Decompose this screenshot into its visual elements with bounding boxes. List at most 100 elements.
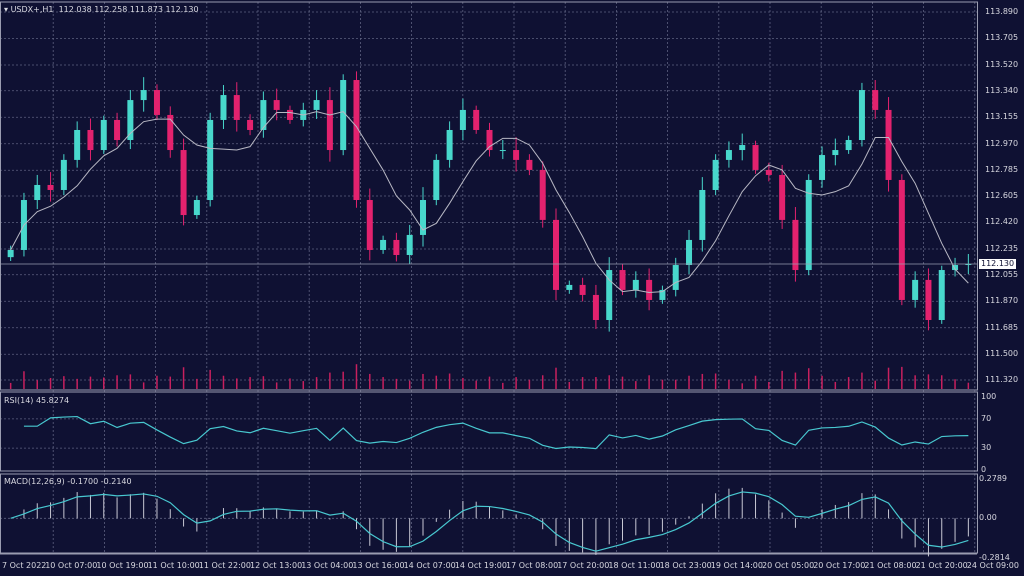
price-tick-label: 112.605: [985, 191, 1019, 200]
candle-bull: [832, 150, 839, 156]
x-tick-label: 21 Oct 08:00: [864, 561, 917, 570]
price-tick-label: 112.055: [985, 269, 1019, 279]
x-tick-label: 12 Oct 13:00: [250, 561, 303, 570]
moving-average-line: [10, 111, 969, 293]
candle-bear: [153, 90, 160, 115]
macd-tick-label: 0.2789: [979, 474, 1007, 483]
candle-bear: [247, 119, 254, 130]
candle-bear: [180, 150, 187, 216]
rsi-tick-label: 100: [981, 392, 997, 401]
candle-bull: [499, 150, 506, 152]
candle-bull: [686, 239, 693, 266]
candle-bear: [473, 109, 480, 130]
x-tick-label: 20 Oct 05:00: [762, 561, 815, 570]
x-tick-label: 17 Oct 20:00: [557, 561, 610, 570]
candle-bull: [60, 159, 67, 190]
candle-bull: [100, 119, 107, 151]
x-tick-label: 10 Oct 07:00: [45, 561, 98, 570]
candle-bull: [912, 279, 919, 300]
candle-bear: [326, 100, 333, 151]
candle-bear: [779, 174, 786, 220]
candle-bull: [712, 159, 719, 190]
candle-bull: [725, 150, 732, 160]
candle-bear: [353, 80, 360, 201]
x-tick-label: 7 Oct 2022: [2, 561, 47, 570]
symbol-label: USDX+,H1: [10, 5, 54, 14]
x-tick-label: 13 Oct 16:00: [352, 561, 405, 570]
candle-bear: [898, 179, 905, 300]
x-tick-label: 13 Oct 04:00: [301, 561, 354, 570]
candle-bull: [858, 90, 865, 141]
symbol-header: ▾ USDX+,H1 112.038 112.258 111.873 112.1…: [4, 5, 199, 14]
candle-bear: [167, 114, 174, 151]
candle-bear: [87, 129, 94, 151]
rsi-tick-label: 70: [981, 413, 992, 423]
candle-bull: [845, 140, 852, 151]
x-tick-label: 10 Oct 19:00: [96, 561, 149, 570]
candle-bear: [792, 219, 799, 271]
candle-bull: [659, 289, 666, 300]
candle-bull: [632, 279, 639, 290]
price-tick-label: 113.155: [985, 112, 1019, 122]
candle-bear: [286, 109, 293, 120]
candle-bull: [459, 109, 466, 130]
candle-bull: [566, 284, 573, 290]
ohlc-readout: 112.038 112.258 111.873 112.130: [58, 5, 199, 14]
candle-bear: [592, 294, 599, 321]
rsi-tick-label: 0: [981, 465, 987, 474]
candle-bear: [872, 90, 879, 110]
candle-bull: [220, 95, 227, 120]
candle-bear: [646, 279, 653, 300]
current-price-tag: 112.130: [979, 259, 1017, 269]
candle-bull: [406, 234, 413, 255]
x-tick-label: 20 Oct 17:00: [813, 561, 866, 570]
candle-bull: [260, 100, 267, 130]
candle-bear: [539, 169, 546, 220]
candle-bull: [699, 189, 706, 240]
candle-bull: [140, 90, 147, 101]
price-tick-label: 113.340: [985, 85, 1019, 95]
candle-bull: [380, 239, 387, 250]
price-tick-label: 112.420: [985, 217, 1019, 227]
price-tick-label: 111.685: [985, 322, 1019, 332]
panel-frame-rsi: [0, 391, 978, 472]
candle-bull: [419, 200, 426, 235]
dropdown-triangle-icon[interactable]: ▾: [4, 5, 9, 14]
candle-bear: [925, 279, 932, 321]
x-tick-label: 14 Oct 19:00: [454, 561, 507, 570]
candle-bear: [752, 145, 759, 170]
candle-bear: [526, 159, 533, 170]
x-tick-label: 14 Oct 07:00: [403, 561, 456, 570]
candle-bull: [127, 100, 134, 141]
candle-bull: [819, 155, 826, 180]
macd-signal-line: [10, 491, 969, 552]
candle-bull: [340, 80, 347, 151]
macd-tick-label: -0.2814: [979, 553, 1010, 562]
candle-bull: [193, 200, 200, 216]
macd-title: MACD(12,26,9) -0.1700 -0.2140: [4, 477, 132, 486]
candle-bear: [47, 184, 54, 190]
price-tick-label: 112.785: [985, 165, 1019, 175]
rsi-title: RSI(14) 45.8274: [4, 396, 70, 405]
candle-bull: [446, 129, 453, 160]
candle-bull: [207, 119, 214, 201]
candle-bull: [7, 249, 14, 258]
price-tick-label: 111.320: [985, 375, 1019, 384]
x-tick-label: 21 Oct 20:00: [915, 561, 968, 570]
panel-frame-macd: [0, 473, 978, 554]
candle-bull: [952, 265, 959, 271]
candle-bear: [486, 129, 493, 151]
x-tick-label: 19 Oct 14:00: [710, 561, 763, 570]
price-tick-label: 113.890: [985, 7, 1019, 16]
price-tick-label: 111.500: [985, 349, 1019, 359]
x-tick-label: 11 Oct 10:00: [147, 561, 200, 570]
price-tick-label: 111.870: [985, 296, 1019, 306]
candle-bull: [433, 159, 440, 201]
candle-bear: [579, 284, 586, 295]
x-tick-label: 24 Oct 09:00: [966, 561, 1019, 570]
rsi-line: [23, 415, 969, 450]
candle-bear: [393, 239, 400, 255]
candle-bear: [553, 219, 560, 290]
candle-bull: [672, 265, 679, 290]
